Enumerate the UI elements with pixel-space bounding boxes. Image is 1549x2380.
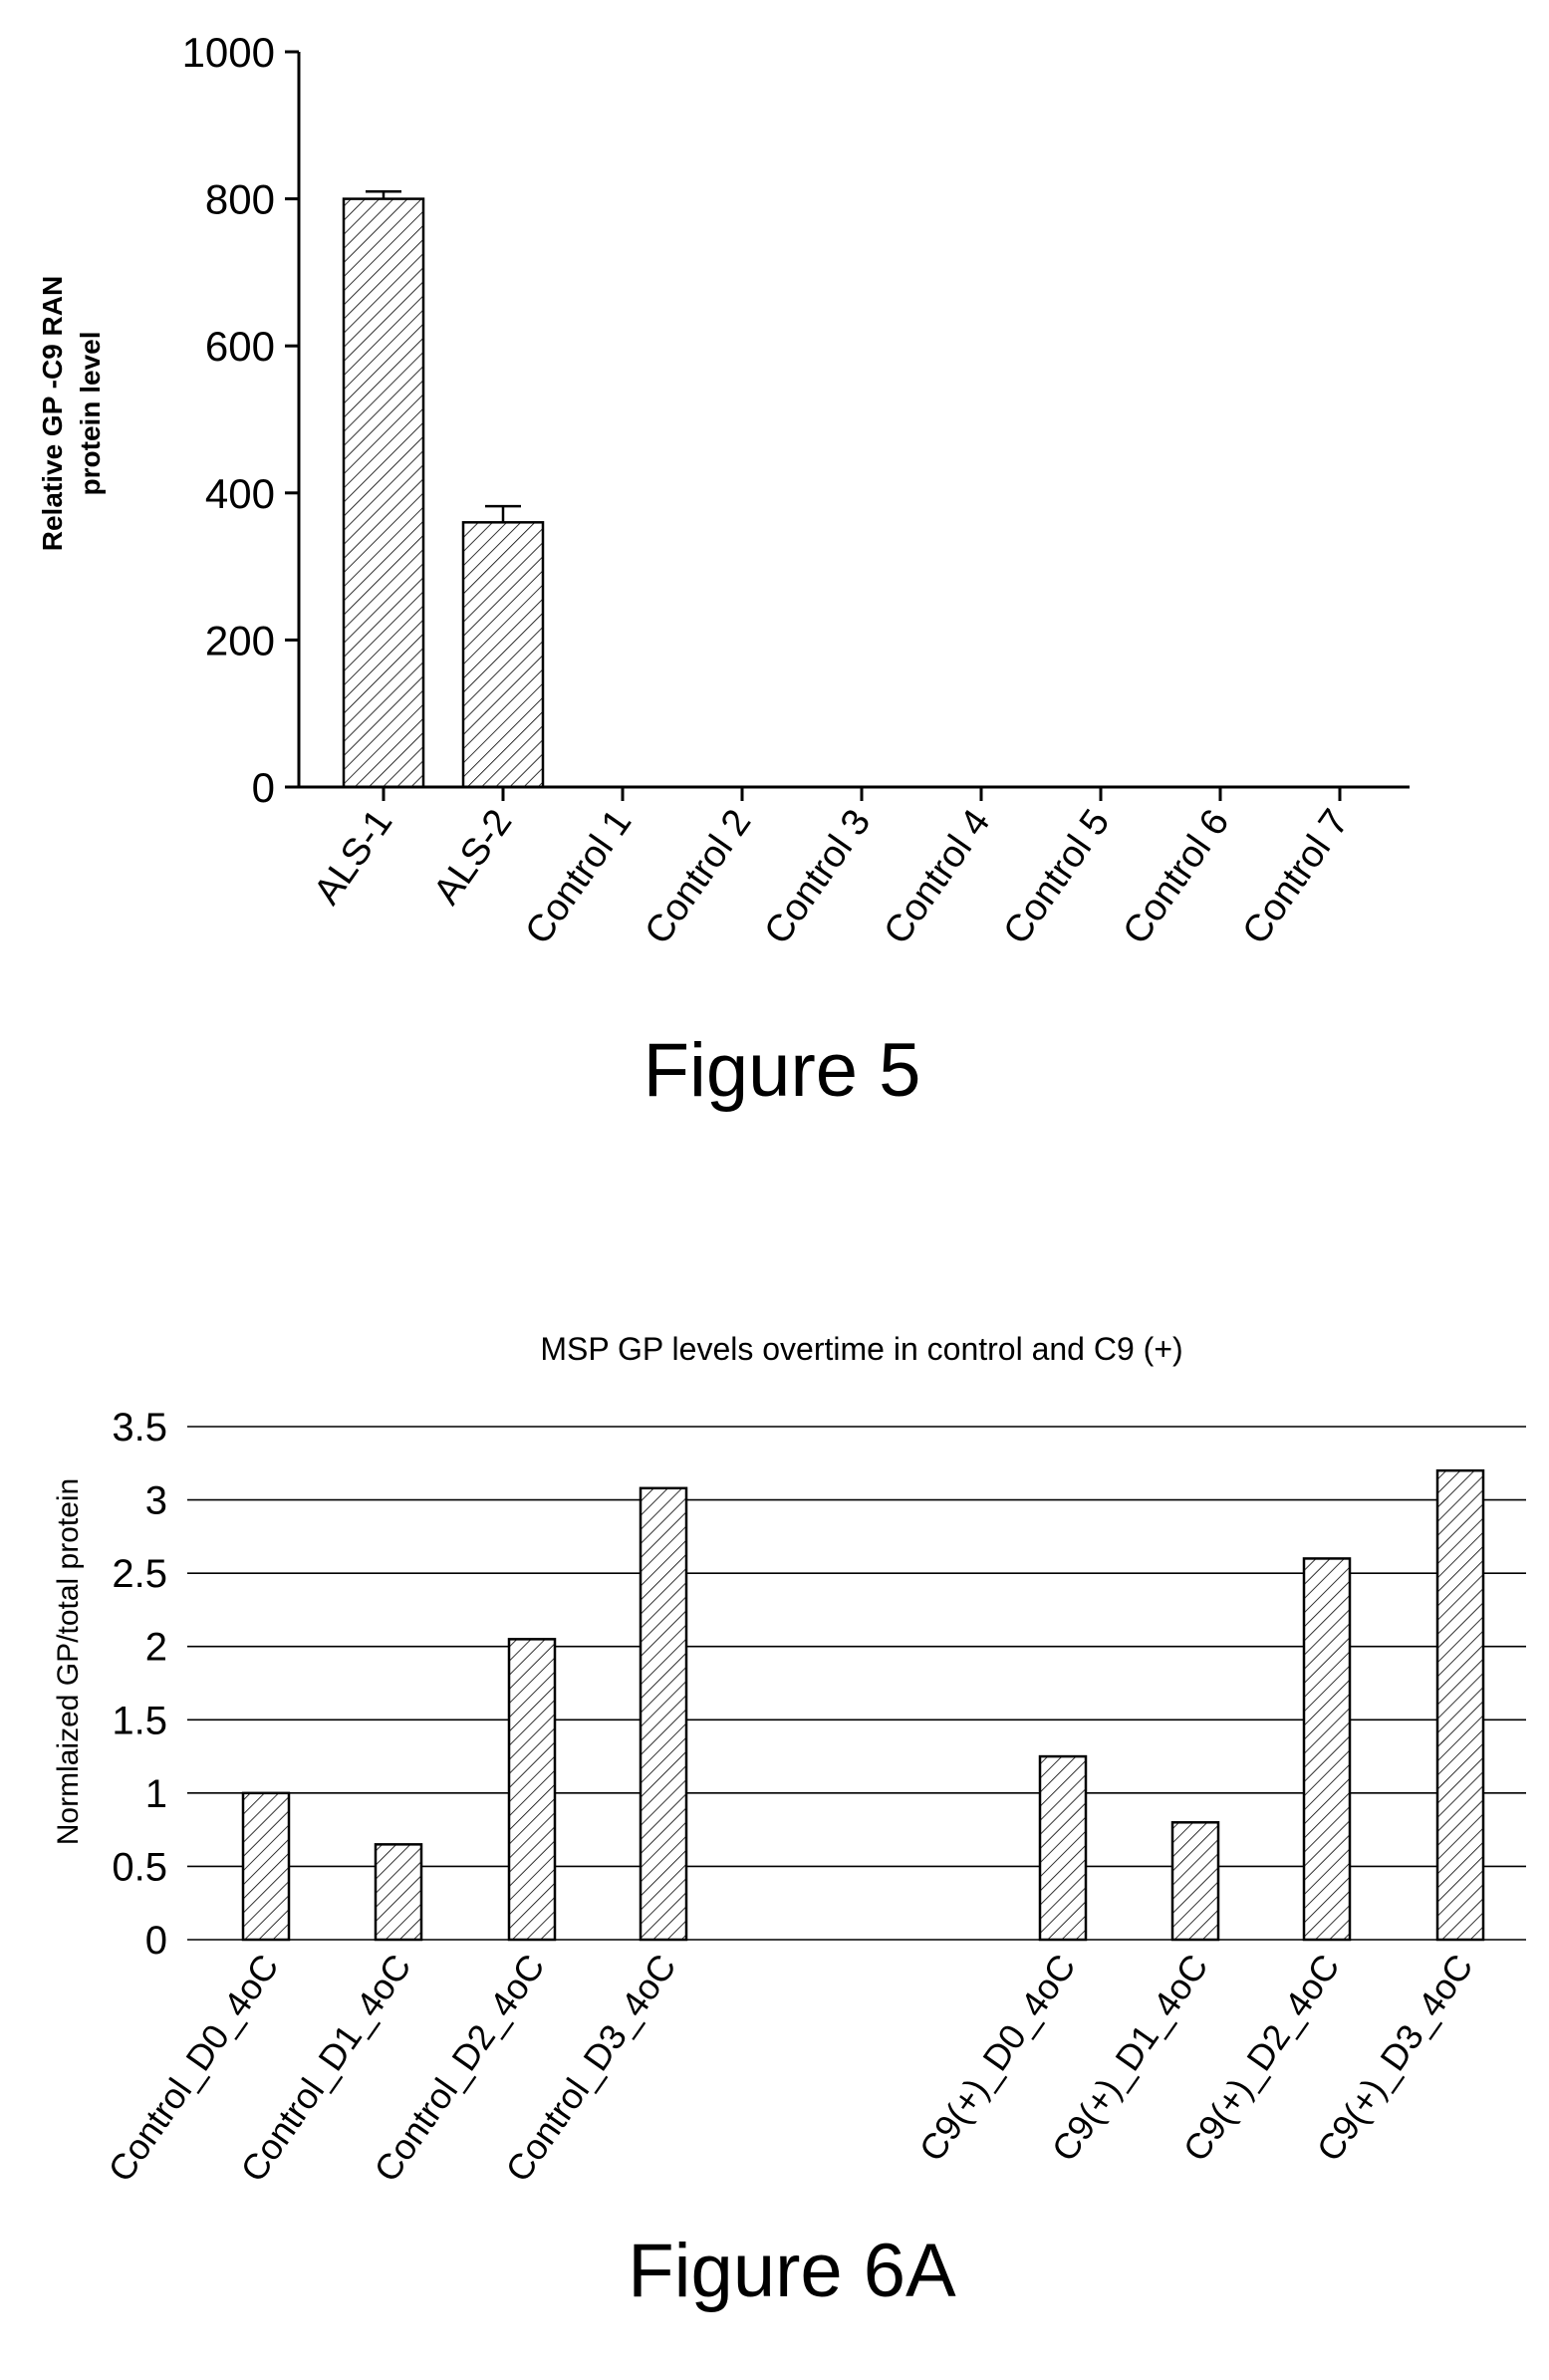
fig6a-y-tick-label: 3.5 [112, 1406, 167, 1450]
fig5-bar [461, 521, 545, 789]
fig6a-bar [1435, 1468, 1485, 1942]
fig6a-bar [1038, 1754, 1088, 1942]
fig6a-y-tick-label: 2 [145, 1626, 167, 1670]
fig5-bars [342, 189, 545, 789]
fig5-x-tick-label: Control 7 [1235, 802, 1358, 951]
fig6a-bar [507, 1638, 557, 1942]
figure5-chart: Relative GP -C9 RAN protein level 0 200 40… [37, 29, 1410, 1113]
fig5-ylabel-line2: protein level [75, 332, 106, 496]
fig6a-bars [241, 1468, 1485, 1942]
fig6a-bar [241, 1791, 291, 1942]
fig6a-bar [1302, 1557, 1352, 1942]
fig6a-y-tick-label: 3 [145, 1479, 167, 1523]
fig5-caption: Figure 5 [644, 1028, 921, 1113]
fig6a-y-tick-label: 1 [145, 1772, 167, 1816]
fig6a-title: MSP GP levels overtime in control and C9… [540, 1331, 1182, 1367]
fig5-ylabel-line1: Relative GP -C9 RAN [37, 276, 68, 551]
fig6a-y-tick-label: 0.5 [112, 1845, 167, 1889]
fig6a-ylabel: Normlaized GP/total protein [52, 1478, 85, 1846]
fig6a-x-axis: Control_D0_4oCControl_D1_4oCControl_D2_4… [100, 1947, 1480, 2189]
fig5-y-tick-label: 1000 [182, 29, 275, 76]
fig6a-bar [374, 1843, 423, 1942]
fig6a-caption: Figure 6A [628, 2229, 956, 2313]
fig5-ylabel: Relative GP -C9 RAN protein level [37, 276, 106, 551]
fig6a-bar [639, 1486, 688, 1942]
fig5-bar [342, 197, 425, 789]
fig5-y-tick-label: 400 [205, 470, 275, 517]
figure6a-chart: MSP GP levels overtime in control and C9… [52, 1331, 1526, 2313]
fig5-x-tick-label: Control 3 [757, 802, 880, 951]
fig5-x-tick-label: Control 5 [996, 802, 1119, 951]
fig5-y-tick-label: 600 [205, 323, 275, 370]
fig5-x-tick-label: ALS-2 [425, 802, 520, 913]
fig5-y-tick-label: 200 [205, 617, 275, 663]
fig5-x-tick-label: Control 2 [638, 802, 760, 951]
fig5-x-tick-label: Control 6 [1116, 802, 1238, 951]
fig6a-y-tick-label: 1.5 [112, 1699, 167, 1742]
fig5-x-tick-label: Control 1 [518, 802, 641, 951]
fig5-x-tick-label: ALS-1 [306, 802, 400, 913]
fig5-y-tick-label: 0 [252, 764, 275, 811]
fig6a-y-tick-label: 2.5 [112, 1552, 167, 1596]
fig5-y-axis: 0 200 400 600 800 1000 [182, 29, 301, 811]
fig5-x-tick-label: Control 4 [877, 802, 999, 951]
fig5-y-tick-label: 800 [205, 176, 275, 223]
fig6a-y-tick-label: 0 [145, 1919, 167, 1963]
fig6a-bar [1170, 1821, 1220, 1942]
fig6a-y-axis: 0 0.5 1 1.5 2 2.5 3 3.5 [112, 1406, 167, 1963]
